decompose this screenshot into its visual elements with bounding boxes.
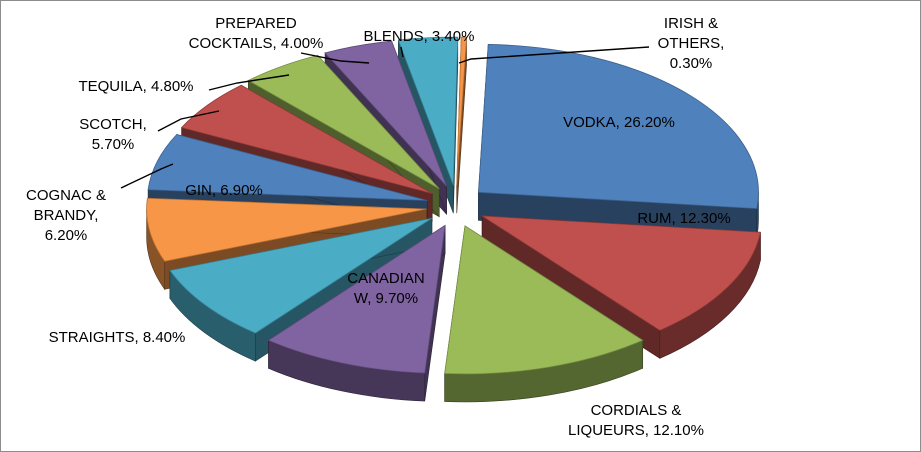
data-label-tequila: TEQUILA, 4.80% bbox=[78, 78, 193, 95]
leader-line-tequila bbox=[208, 74, 290, 91]
slice-blends bbox=[397, 36, 459, 186]
data-label-cognac-brandy: COGNAC & BRANDY, 6.20% bbox=[26, 187, 106, 244]
leader-lines bbox=[120, 46, 650, 189]
data-labels: VODKA, 26.20% RUM, 12.30% CORDIALS & LIQUEU… bbox=[26, 15, 731, 439]
data-label-irish-others: IRISH & OTHERS, 0.30% bbox=[658, 15, 725, 72]
pie-tops bbox=[146, 36, 761, 375]
data-label-straights: STRAIGHTS, 8.40% bbox=[49, 329, 186, 346]
leader-line-irish-others bbox=[458, 46, 650, 64]
slice-gin bbox=[146, 197, 427, 262]
slice-cordials-liqueurs bbox=[444, 225, 644, 375]
leader-line-scotch bbox=[157, 110, 220, 132]
leader-line-cognac-brandy bbox=[120, 163, 174, 189]
data-label-gin: GIN, 6.90% bbox=[185, 182, 263, 199]
data-label-rum: RUM, 12.30% bbox=[637, 210, 730, 227]
leader-line-prepared-cocktails bbox=[300, 52, 370, 64]
data-label-cordials-liqueurs: CORDIALS & LIQUEURS, 12.10% bbox=[568, 402, 704, 439]
slice-tequila bbox=[247, 54, 440, 190]
slice-irish-others bbox=[456, 36, 467, 186]
data-label-prepared-cocktails: PREPARED COCKTAILS, 4.00% bbox=[189, 15, 324, 52]
slice-vodka bbox=[478, 44, 759, 210]
slice-cognac-brandy bbox=[147, 134, 428, 201]
data-label-scotch: SCOTCH, 5.70% bbox=[79, 116, 147, 153]
slice-prepared-cocktails bbox=[324, 40, 447, 187]
slice-straights bbox=[169, 217, 433, 334]
slice-scotch bbox=[180, 84, 433, 194]
leader-line-blends bbox=[400, 46, 404, 58]
slice-rum bbox=[480, 215, 761, 331]
slice-canadian-w bbox=[267, 224, 446, 374]
data-label-canadian-w: CANADIAN W, 9.70% bbox=[347, 270, 425, 307]
data-label-blends: BLENDS, 3.40% bbox=[364, 28, 475, 45]
data-label-vodka: VODKA, 26.20% bbox=[563, 114, 675, 131]
